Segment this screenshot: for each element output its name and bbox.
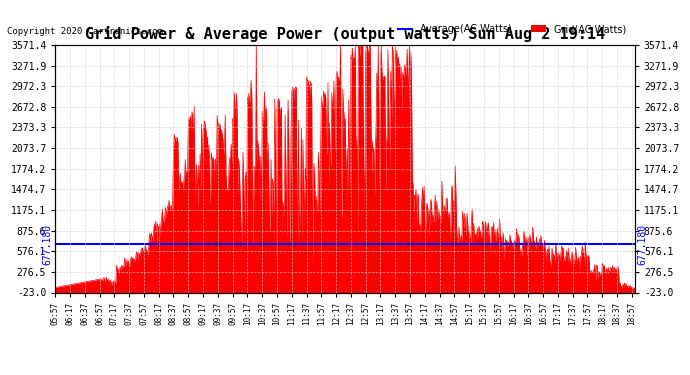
Text: 677.180: 677.180 — [42, 224, 52, 265]
Legend: Average(AC Watts), Grid(AC Watts): Average(AC Watts), Grid(AC Watts) — [394, 20, 630, 38]
Text: 677.180: 677.180 — [638, 224, 648, 265]
Title: Grid Power & Average Power (output watts) Sun Aug 2 19:14: Grid Power & Average Power (output watts… — [85, 27, 605, 42]
Text: Copyright 2020 Cartronics.com: Copyright 2020 Cartronics.com — [7, 27, 163, 36]
